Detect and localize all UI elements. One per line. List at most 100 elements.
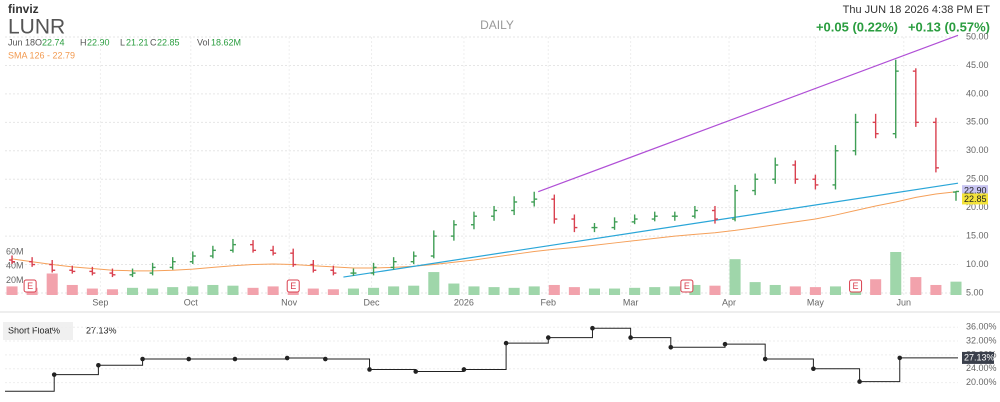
volume-bar <box>448 283 460 295</box>
volume-bar <box>548 284 560 295</box>
change: +0.05 (0.22%) <box>816 19 898 34</box>
step-point <box>413 369 419 374</box>
earnings-label: E <box>684 281 690 291</box>
earnings-marker <box>680 279 694 293</box>
step-point <box>590 325 595 331</box>
x-tick-label: Mar <box>623 297 639 307</box>
panel-label-bg <box>3 322 73 340</box>
volume-bar <box>6 286 18 295</box>
y-tick-label: 50.00 <box>966 31 989 41</box>
volume-bar <box>749 282 761 295</box>
volume-bar <box>588 288 600 295</box>
step-point <box>811 366 816 372</box>
volume-bar <box>689 284 701 295</box>
volume-bar <box>649 287 661 295</box>
price-badge <box>962 185 988 197</box>
ohlc-legend: Jun 18 O 22.74 H 22.90 L 21.21 C 22.85 V… <box>8 37 241 47</box>
volume-bar <box>950 281 962 295</box>
volume-bar <box>267 286 279 295</box>
volume-bar <box>428 272 440 295</box>
volume-bar <box>468 286 480 295</box>
volume-bar <box>327 289 339 295</box>
volume-bar <box>187 286 199 295</box>
volume-bar <box>408 285 420 295</box>
x-tick-label: Sep <box>92 297 108 307</box>
volume-bar <box>147 288 159 295</box>
step-point <box>323 356 328 362</box>
step-point <box>461 367 467 372</box>
volume-bar <box>769 284 781 295</box>
panel-title: Short Float% <box>8 325 60 335</box>
volume-bar <box>207 284 219 295</box>
x-tick-label: Oct <box>184 297 199 307</box>
volume-bar <box>890 252 902 295</box>
step-point <box>722 341 728 347</box>
label: L <box>120 37 125 47</box>
volume-bar <box>809 287 821 295</box>
earnings-label: E <box>853 281 859 291</box>
volume-bar <box>247 287 259 295</box>
volume-tick-label: 40M <box>6 261 24 271</box>
volume-bar <box>106 289 118 295</box>
volume-bar <box>829 286 842 295</box>
sma-legend: SMA 126 - 22.79 <box>8 50 75 60</box>
trendline <box>538 34 959 193</box>
step-point <box>503 340 509 346</box>
earnings-marker <box>286 279 300 293</box>
volume-tick-label: 60M <box>6 246 24 256</box>
volume-bar <box>729 259 741 295</box>
value: 22.85 <box>157 37 180 47</box>
volume-bar <box>669 286 681 295</box>
volume-bar <box>910 277 922 295</box>
volume-bar <box>86 288 98 295</box>
step-point <box>232 356 238 362</box>
y-tick-label: 10.00 <box>966 259 989 269</box>
step-point <box>367 367 372 372</box>
volume-tick-label: 20M <box>6 275 24 285</box>
value-badge-label: 27.13% <box>964 352 995 362</box>
volume-bar <box>930 284 942 295</box>
y-tick-label: 5.00 <box>966 287 984 297</box>
datetime: Thu JUN 18 2026 4:38 PM ET <box>843 4 991 16</box>
panel-current: 27.13% <box>86 325 117 335</box>
price-badge-label: 22.85 <box>964 194 987 204</box>
y-tick-label: 45.00 <box>966 60 989 70</box>
volume-bar <box>46 273 58 295</box>
x-tick-label: 2026 <box>454 297 474 307</box>
volume-bar <box>870 279 882 295</box>
change: +0.13 (0.57%) <box>908 19 990 34</box>
step-point <box>897 355 903 361</box>
y-tick-label: 40.00 <box>966 88 989 98</box>
x-tick-label: Nov <box>281 297 298 307</box>
date: Jun 18 <box>8 37 35 47</box>
y-tick-label: 36.00% <box>966 322 997 332</box>
volume-bar <box>568 287 580 295</box>
y-tick-label: 35.00 <box>966 117 989 127</box>
volume-bar <box>388 286 400 295</box>
volume-bar <box>528 286 540 295</box>
value: 22.74 <box>42 37 65 47</box>
label: H <box>80 37 87 47</box>
label: C <box>150 37 157 47</box>
step-point <box>140 356 145 362</box>
volume-bar <box>307 288 319 295</box>
sma-line <box>11 191 957 272</box>
volume-bar <box>127 287 139 295</box>
y-tick-label: 20.00% <box>966 377 997 387</box>
earnings-marker <box>23 279 37 293</box>
y-tick-label: 24.00% <box>966 363 997 373</box>
volume-bar <box>789 286 801 295</box>
y-tick-label: 32.00% <box>966 335 997 345</box>
value: 22.90 <box>87 37 110 47</box>
volume-bar <box>227 285 239 295</box>
step-point <box>51 372 57 377</box>
logo: finviz <box>8 2 39 16</box>
volume-bar <box>66 284 78 295</box>
value: 18.62M <box>211 37 241 47</box>
earnings-label: E <box>290 281 296 291</box>
step-point <box>545 335 551 340</box>
price-badge <box>962 193 988 205</box>
step-point <box>96 362 101 368</box>
label: O <box>35 37 42 47</box>
